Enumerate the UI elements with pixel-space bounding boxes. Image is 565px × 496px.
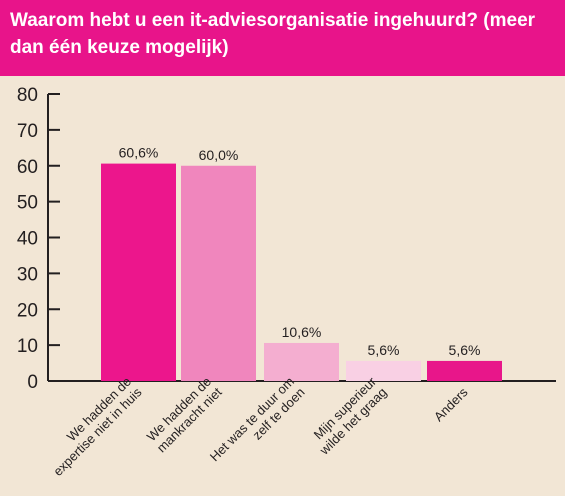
y-tick-label: 70 xyxy=(17,121,38,142)
y-tick-label: 50 xyxy=(17,193,38,214)
y-tick-label: 30 xyxy=(17,264,38,285)
bar xyxy=(427,360,502,381)
bar-value-label: 10,6% xyxy=(282,324,322,340)
chart-title: Waarom hebt u een it-adviesorganisatie i… xyxy=(0,0,565,76)
bar xyxy=(101,163,176,381)
y-tick-label: 80 xyxy=(17,85,38,106)
bar xyxy=(264,342,339,381)
y-tick-label: 10 xyxy=(17,336,38,357)
y-tick-label: 60 xyxy=(17,157,38,178)
y-tick-label: 20 xyxy=(17,300,38,321)
category-label-line: Anders xyxy=(431,384,471,424)
bar xyxy=(346,360,421,381)
bar-value-label: 5,6% xyxy=(368,342,400,358)
y-tick-label: 0 xyxy=(27,372,38,393)
bar xyxy=(181,165,256,381)
y-tick-label: 40 xyxy=(17,229,38,250)
bar-value-label: 5,6% xyxy=(449,342,481,358)
category-label: Anders xyxy=(431,384,471,424)
bar-value-label: 60,0% xyxy=(199,147,239,163)
bar-value-label: 60,6% xyxy=(119,145,159,161)
